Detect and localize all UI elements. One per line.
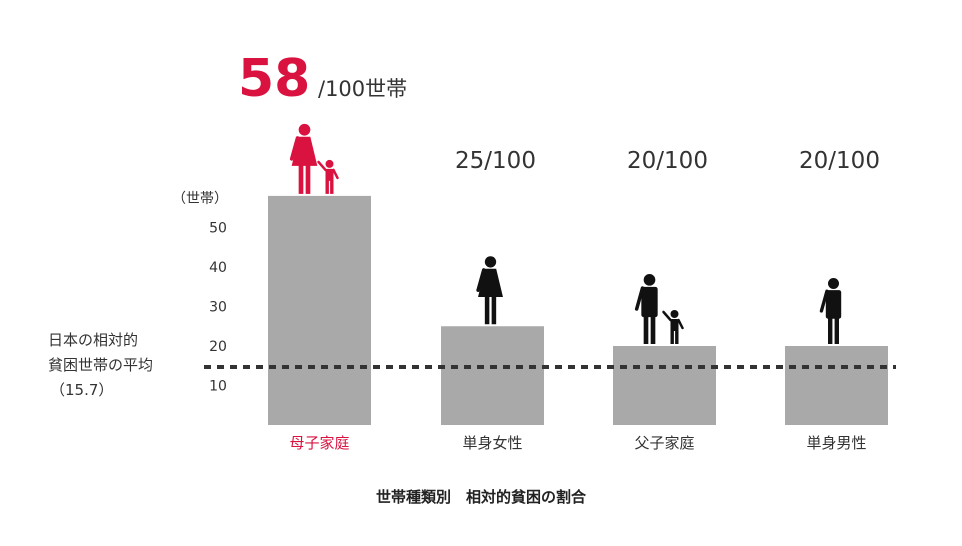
reference-label-3: （15.7） [50,381,113,399]
data-label-unit: /100世帯 [318,77,407,101]
data-label: 20/100 [627,148,708,174]
data-label: 25/100 [455,148,536,174]
reference-label-1: 日本の相対的 [48,331,138,349]
y-tick-label: 10 [209,379,227,395]
data-label-highlight: 58 [238,49,310,109]
y-axis-label: （世帯） [172,191,228,207]
woman-icon [476,256,503,325]
y-tick-label: 40 [209,260,227,276]
bar-3 [613,346,716,425]
reference-label-2: 貧困世帯の平均 [48,356,153,374]
father-child-icon [634,274,684,344]
mother-child-icon [289,123,339,194]
x-tick-label: 父子家庭 [634,434,694,452]
x-tick-label: 単身女性 [462,434,522,452]
x-tick-label: 母子家庭 [289,434,349,452]
man-icon [819,278,842,344]
chart-title: 世帯種類別 相対的貧困の割合 [376,488,587,506]
data-label: 20/100 [799,148,880,174]
y-tick-label: 50 [209,221,227,237]
y-tick-label: 20 [209,339,227,355]
bar-2 [441,326,544,425]
y-tick-label: 30 [209,300,227,316]
bar-4 [785,346,888,425]
x-tick-label: 単身男性 [806,434,866,452]
bar-1 [268,195,371,425]
